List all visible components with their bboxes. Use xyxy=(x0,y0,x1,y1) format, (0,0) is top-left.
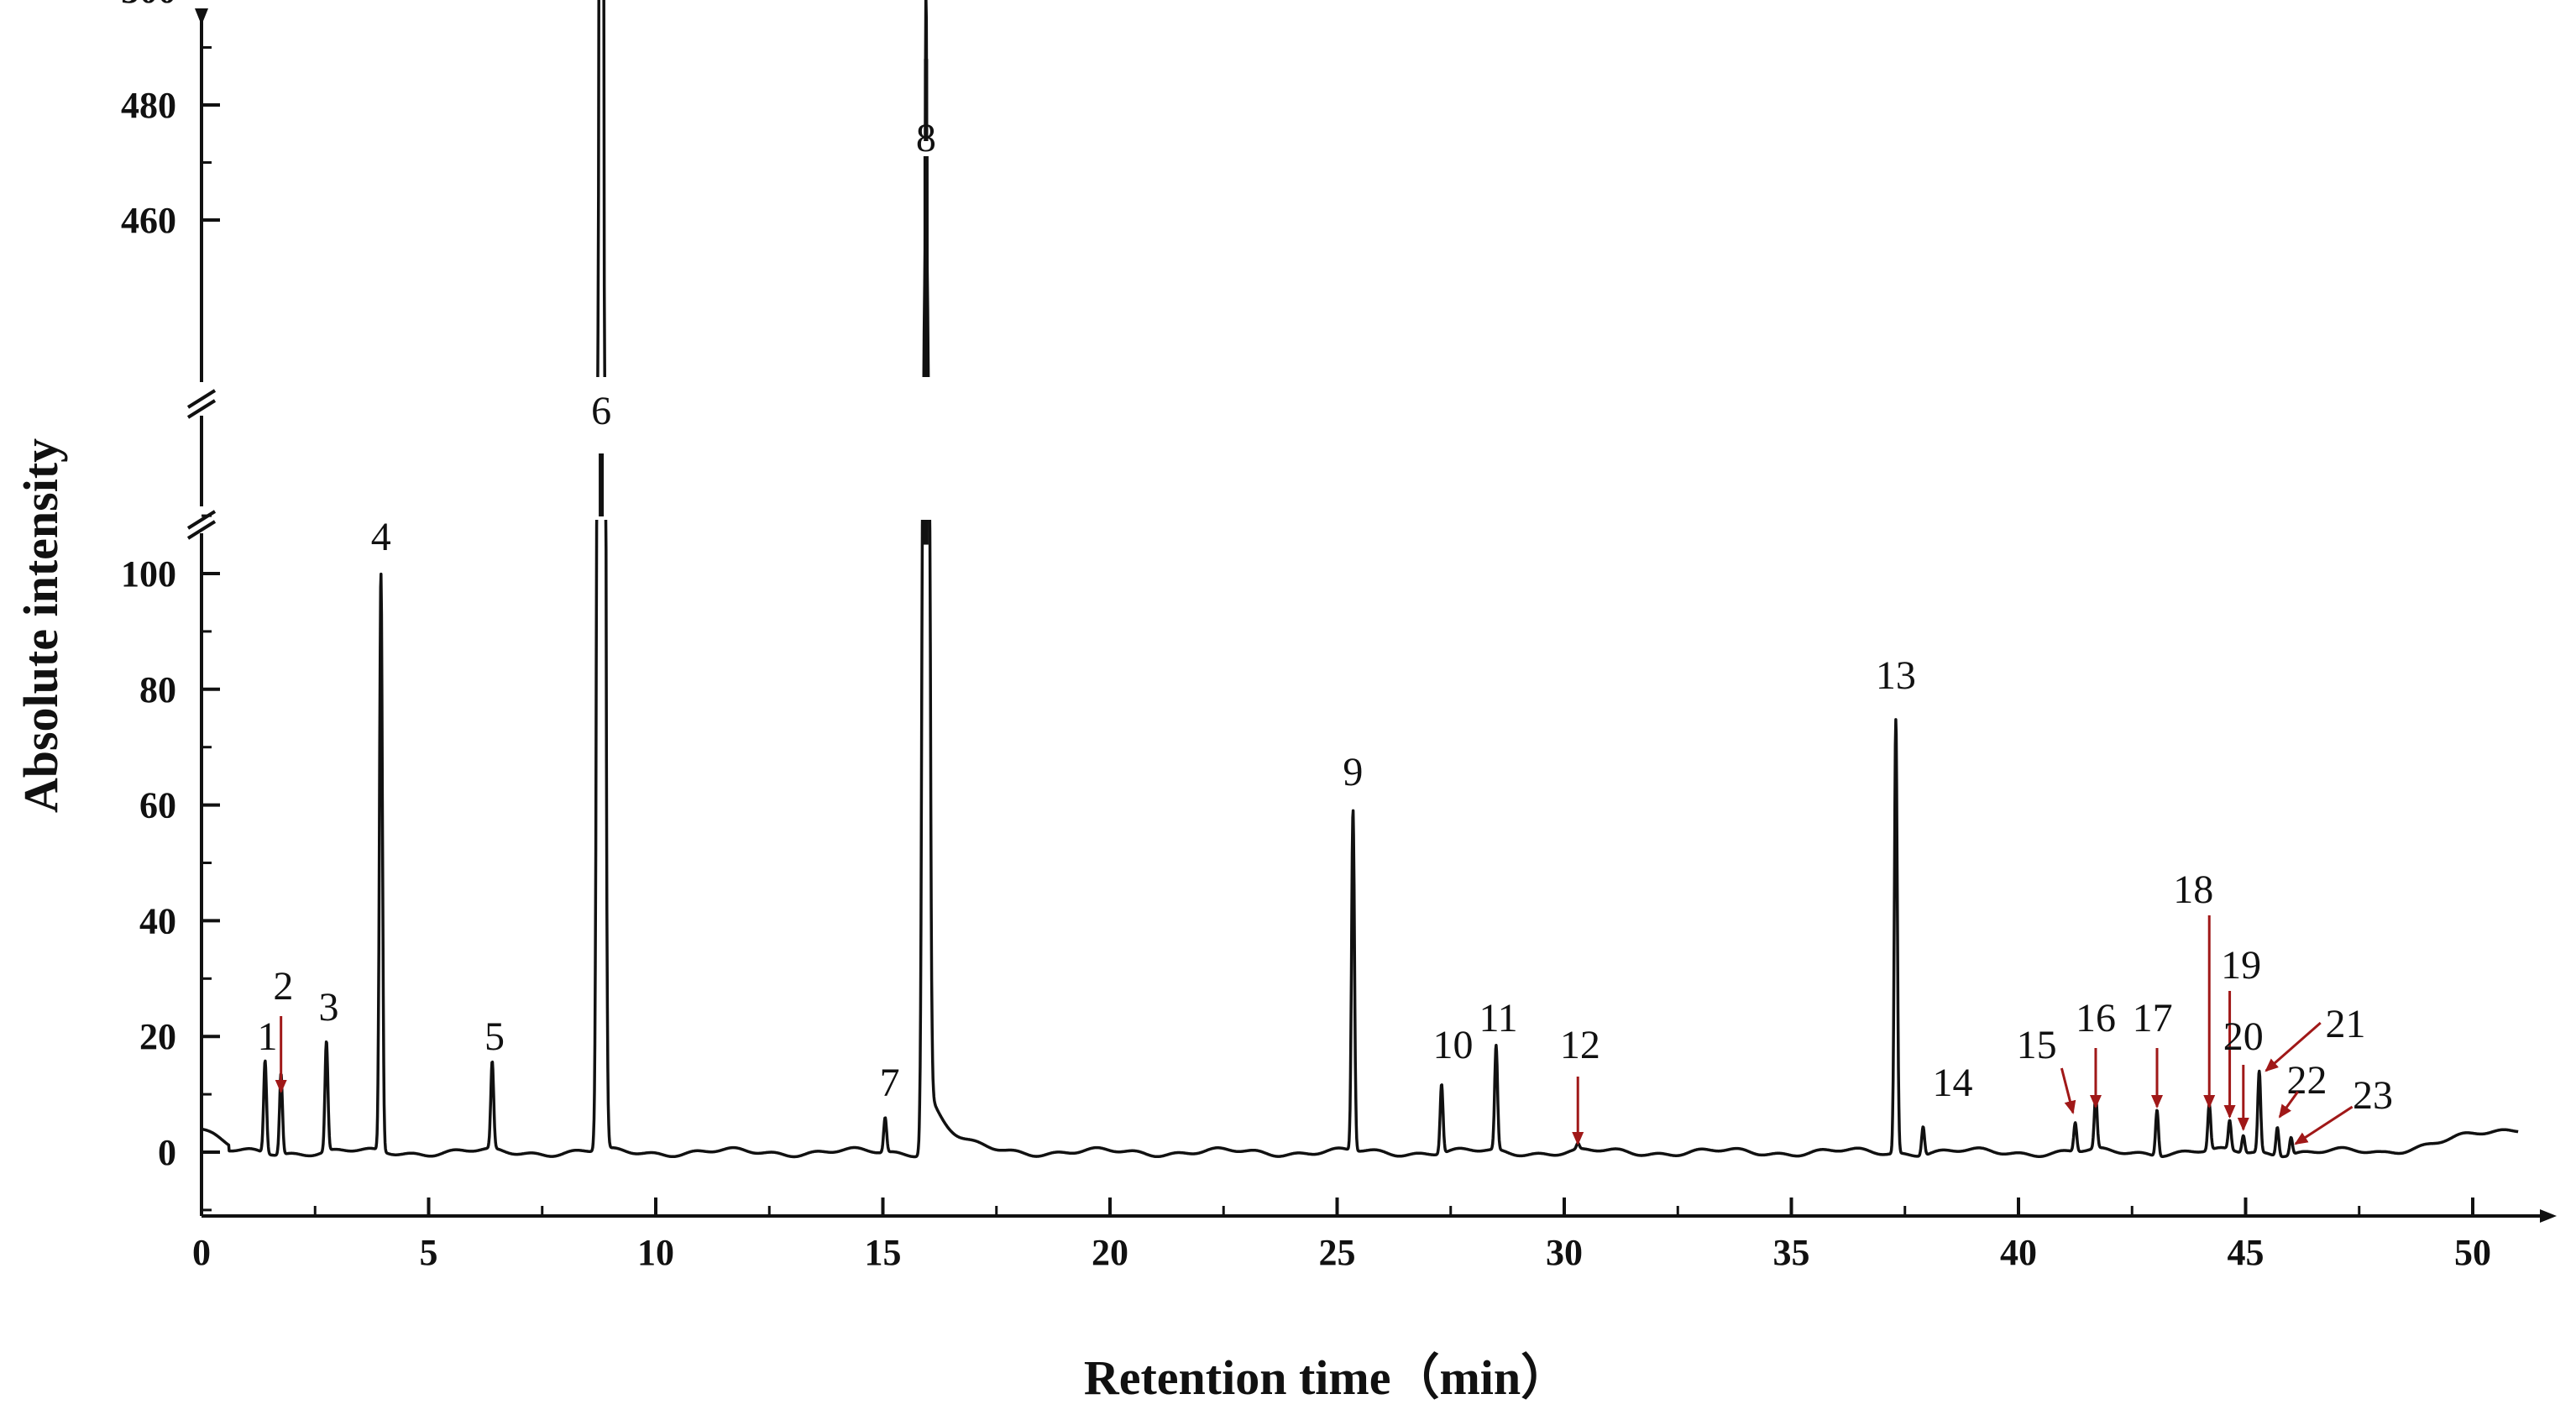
peak-label-6: 6 xyxy=(591,389,611,433)
y-tick-label: 20 xyxy=(139,1016,176,1057)
y-tick-label: 0 xyxy=(158,1132,176,1173)
break-slash-2 xyxy=(186,520,217,540)
x-tick-label: 15 xyxy=(865,1232,902,1273)
x-tick-label: 20 xyxy=(1092,1232,1128,1273)
y-tick-label: 480 xyxy=(121,85,176,126)
break-slash-2 xyxy=(186,399,217,419)
peak-break-gap xyxy=(915,377,936,520)
peak-label-5: 5 xyxy=(484,1014,505,1059)
y-tick-label: 500 xyxy=(121,0,176,11)
break-slash-1 xyxy=(186,389,217,409)
peak-label-2: 2 xyxy=(273,964,293,1009)
peak-label-14: 14 xyxy=(1933,1061,1973,1105)
peak-label-8: 8 xyxy=(916,116,936,160)
peak-label-13: 13 xyxy=(1876,653,1916,698)
peak-label-11: 11 xyxy=(1479,996,1517,1040)
x-tick-label: 25 xyxy=(1319,1232,1356,1273)
axes: 0510152025303540455002040608010046048050… xyxy=(121,0,2557,1273)
peak-label-19: 19 xyxy=(2221,943,2261,988)
y-tick-label: 60 xyxy=(139,785,176,826)
chromatogram-trace xyxy=(200,0,2520,1159)
y-axis-break-lower xyxy=(186,510,217,540)
peak-label-16: 16 xyxy=(2076,996,2116,1040)
peak-label-3: 3 xyxy=(318,985,338,1030)
peak-label-22: 22 xyxy=(2287,1058,2327,1103)
peak-label-1: 1 xyxy=(257,1014,277,1059)
x-tick-label: 35 xyxy=(1773,1232,1810,1273)
x-tick-label: 45 xyxy=(2228,1232,2264,1273)
peak-break-gap xyxy=(591,437,612,453)
peak-label-4: 4 xyxy=(371,515,391,559)
y-tick-label: 100 xyxy=(121,553,176,595)
break-slash-1 xyxy=(186,510,217,530)
peak-arrow-15 xyxy=(2060,1067,2076,1114)
y-tick-label: 460 xyxy=(121,200,176,241)
peak-arrow-21 xyxy=(2264,1021,2322,1072)
peak-break-gap xyxy=(915,141,936,156)
peak-label-7: 7 xyxy=(880,1061,900,1105)
peak-label-23: 23 xyxy=(2353,1073,2393,1118)
y-axis-title: Absolute intensity xyxy=(13,438,68,813)
peak-label-18: 18 xyxy=(2173,867,2213,912)
peak-label-12: 12 xyxy=(1560,1023,1600,1067)
peak-arrow-23 xyxy=(2294,1105,2353,1145)
peak-label-21: 21 xyxy=(2326,1002,2366,1046)
x-tick-label: 30 xyxy=(1546,1232,1583,1273)
peak-label-10: 10 xyxy=(1432,1023,1473,1067)
x-axis-title: Retention time（min） xyxy=(1084,1350,1569,1405)
x-tick-label: 10 xyxy=(637,1232,674,1273)
chromatogram-line xyxy=(200,0,2520,1159)
y-tick-label: 80 xyxy=(139,669,176,710)
x-tick-label: 50 xyxy=(2454,1232,2491,1273)
peak-label-20: 20 xyxy=(2223,1014,2264,1059)
y-axis-break-upper xyxy=(186,389,217,419)
x-tick-label: 5 xyxy=(420,1232,438,1273)
peak-arrow-22 xyxy=(2278,1091,2299,1119)
peak-label-17: 17 xyxy=(2133,996,2173,1040)
peak-label-9: 9 xyxy=(1343,750,1363,794)
peak-label-15: 15 xyxy=(2017,1023,2057,1067)
y-tick-label: 40 xyxy=(139,900,176,941)
x-tick-label: 40 xyxy=(2000,1232,2037,1273)
x-tick-label: 0 xyxy=(192,1232,211,1273)
